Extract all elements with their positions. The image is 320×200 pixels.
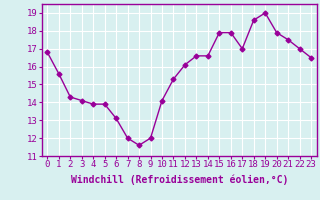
X-axis label: Windchill (Refroidissement éolien,°C): Windchill (Refroidissement éolien,°C) (70, 175, 288, 185)
